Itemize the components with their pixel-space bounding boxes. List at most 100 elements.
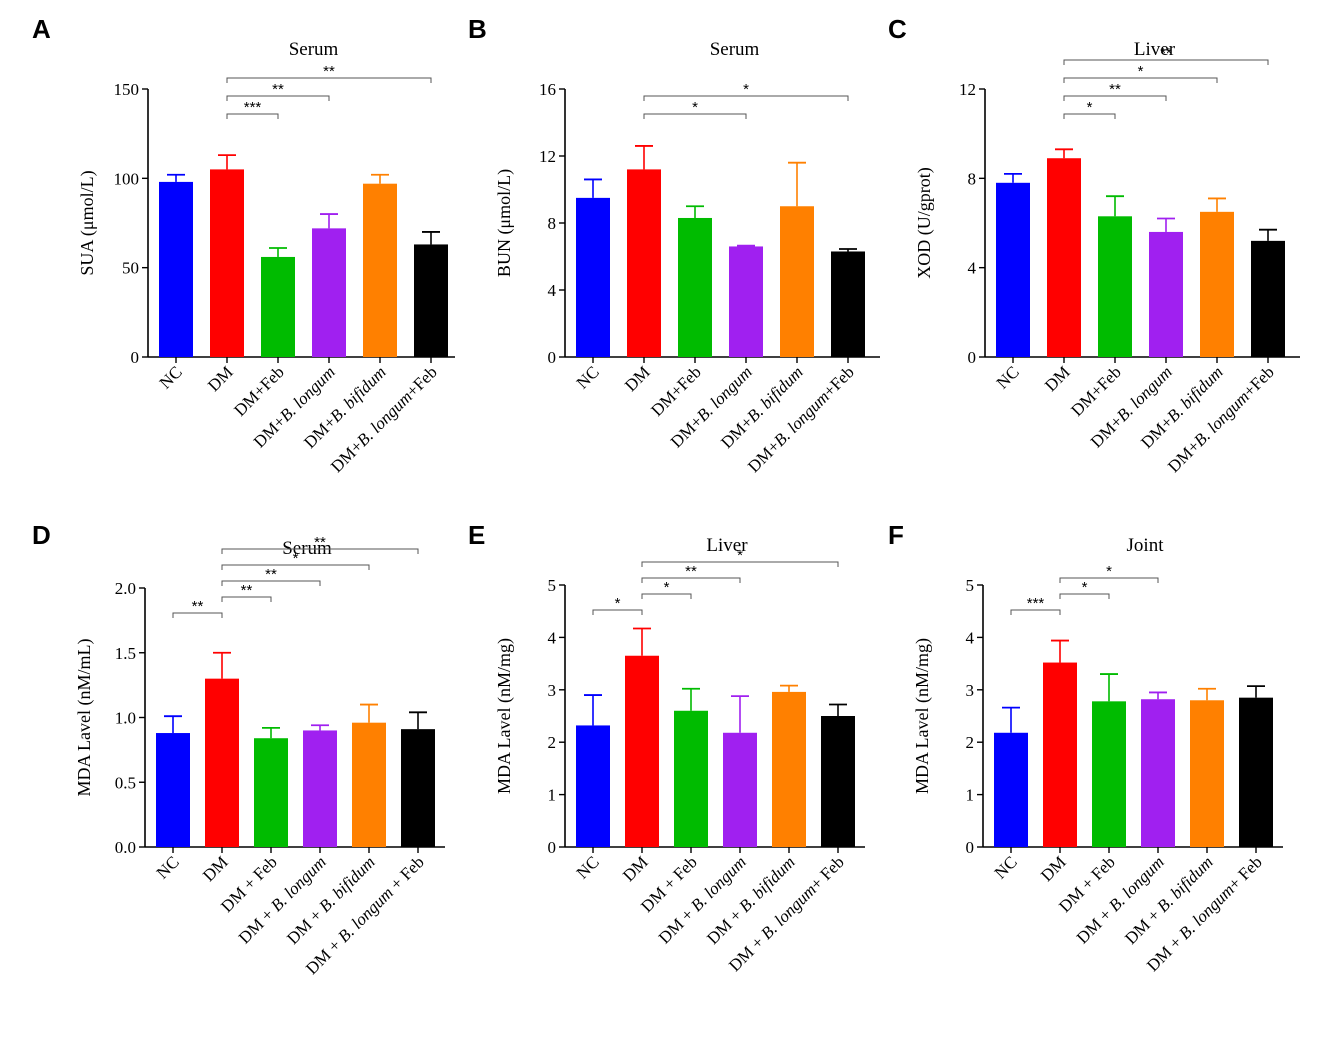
panel-letter: D: [32, 520, 51, 550]
significance-bracket: [1063, 77, 1218, 83]
y-axis-title: MDA Lavel (nM/mg): [494, 638, 515, 794]
x-tick-label: DM + B. longum: [655, 852, 750, 947]
significance-label: *: [1106, 563, 1112, 580]
bar-5: [780, 206, 814, 357]
y-tick-label: 4: [968, 259, 977, 278]
panel-letter: C: [888, 14, 907, 44]
y-tick-label: 100: [114, 169, 140, 188]
bar-1: [994, 732, 1028, 847]
x-tick-label: NC: [573, 362, 603, 392]
y-axis-title: SUA (μmol/L): [77, 170, 98, 275]
significance-label: **: [241, 582, 253, 599]
x-tick-label: DM + B. longum: [1073, 852, 1168, 947]
bar-5: [352, 722, 386, 847]
bar-1: [996, 182, 1030, 357]
significance-label: ***: [244, 99, 262, 116]
bar-2: [627, 169, 661, 357]
y-tick-label: 0: [548, 838, 557, 857]
bar-6: [821, 716, 855, 847]
y-tick-label: 5: [966, 576, 975, 595]
y-axis-title: MDA Lavel (nM/mg): [912, 638, 933, 794]
y-tick-label: 3: [966, 681, 975, 700]
y-tick-label: 1.0: [115, 709, 136, 728]
significance-label: *: [1138, 63, 1144, 80]
panel-letter: E: [468, 520, 485, 550]
bar-4: [729, 246, 763, 357]
y-tick-label: 0: [966, 838, 975, 857]
significance-bracket: [641, 561, 839, 567]
bar-6: [414, 244, 448, 357]
x-tick-label: NC: [993, 362, 1023, 392]
x-tick-label: DM: [199, 852, 232, 885]
significance-label: *: [1087, 99, 1093, 116]
y-tick-label: 1.5: [115, 644, 136, 663]
bar-2: [205, 678, 239, 847]
significance-label: **: [272, 81, 284, 98]
significance-label: *: [692, 99, 698, 116]
significance-bracket: [226, 77, 432, 83]
bar-3: [261, 256, 295, 357]
bar-1: [576, 197, 610, 357]
y-tick-label: 12: [959, 80, 976, 99]
y-tick-label: 50: [122, 259, 139, 278]
bar-3: [674, 710, 708, 847]
bar-5: [363, 183, 397, 357]
significance-bracket: [1059, 577, 1159, 583]
chart-title: Serum: [289, 39, 339, 60]
x-tick-label: DM + B. longum: [235, 852, 330, 947]
significance-label: **: [265, 566, 277, 583]
y-tick-label: 16: [539, 80, 556, 99]
y-tick-label: 4: [548, 628, 557, 647]
significance-bracket: [1063, 113, 1116, 119]
chart-title: Serum: [710, 39, 760, 60]
significance-bracket: [1063, 95, 1167, 101]
significance-label: **: [1160, 45, 1172, 62]
y-tick-label: 0.5: [115, 773, 136, 792]
significance-bracket: [641, 593, 692, 599]
significance-bracket: [641, 577, 741, 583]
bar-1: [576, 725, 610, 847]
significance-bracket: [226, 95, 330, 101]
x-tick-label: NC: [573, 852, 603, 882]
y-tick-label: 150: [114, 80, 140, 99]
bar-3: [1098, 216, 1132, 357]
significance-label: **: [323, 63, 335, 80]
significance-label: ***: [1027, 595, 1045, 612]
significance-bracket: [643, 95, 849, 101]
x-tick-label: NC: [153, 852, 183, 882]
bar-3: [678, 217, 712, 357]
bar-4: [723, 732, 757, 847]
y-tick-label: 8: [968, 169, 977, 188]
y-tick-label: 8: [548, 214, 557, 233]
y-tick-label: 1: [966, 786, 975, 805]
significance-bracket: [1059, 593, 1110, 599]
chart-title: Liver: [1134, 39, 1176, 60]
significance-label: *: [743, 81, 749, 98]
bar-6: [1251, 240, 1285, 357]
bar-1: [156, 733, 190, 847]
bar-3: [1092, 701, 1126, 847]
chart-title: Joint: [1127, 535, 1165, 556]
y-tick-label: 4: [966, 628, 975, 647]
significance-bracket: [221, 580, 321, 586]
y-tick-label: 2: [548, 733, 557, 752]
y-tick-label: 3: [548, 681, 557, 700]
x-tick-label: DM: [204, 362, 237, 395]
bar-1: [159, 181, 193, 357]
panel-letter: B: [468, 14, 487, 44]
bar-5: [1190, 700, 1224, 847]
bar-5: [772, 691, 806, 847]
bar-3: [254, 738, 288, 847]
x-tick-label: DM + B. bifidum: [703, 852, 799, 948]
x-tick-label: DM + B. bifidum: [1121, 852, 1217, 948]
significance-label: *: [1082, 579, 1088, 596]
y-tick-label: 1: [548, 786, 557, 805]
y-tick-label: 2.0: [115, 579, 136, 598]
significance-bracket: [221, 596, 272, 602]
y-tick-label: 0.0: [115, 838, 136, 857]
significance-bracket: [1063, 59, 1269, 65]
significance-label: **: [314, 534, 326, 551]
